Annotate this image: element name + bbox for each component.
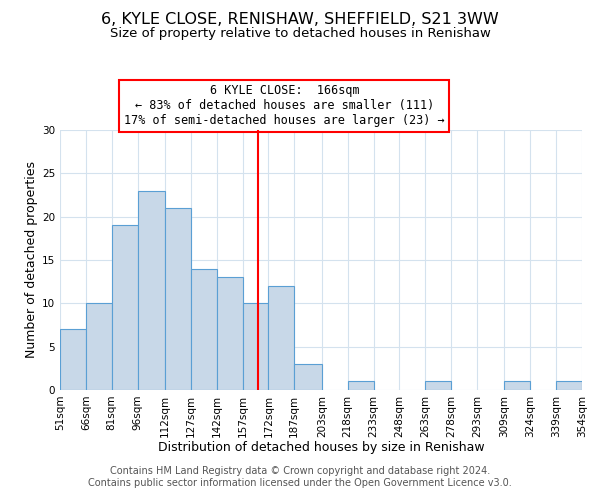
- Bar: [60, 330, 86, 390]
- Bar: [425, 382, 451, 390]
- Text: 6, KYLE CLOSE, RENISHAW, SHEFFIELD, S21 3WW: 6, KYLE CLOSE, RENISHAW, SHEFFIELD, S21 …: [101, 12, 499, 28]
- Bar: [268, 286, 294, 390]
- Bar: [86, 304, 112, 390]
- Text: Contains HM Land Registry data © Crown copyright and database right 2024.
Contai: Contains HM Land Registry data © Crown c…: [88, 466, 512, 487]
- Y-axis label: Number of detached properties: Number of detached properties: [25, 162, 38, 358]
- Bar: [217, 278, 242, 390]
- Text: 6 KYLE CLOSE:  166sqm
← 83% of detached houses are smaller (111)
17% of semi-det: 6 KYLE CLOSE: 166sqm ← 83% of detached h…: [124, 84, 445, 128]
- Text: Size of property relative to detached houses in Renishaw: Size of property relative to detached ho…: [110, 28, 490, 40]
- Bar: [191, 268, 217, 390]
- Bar: [165, 208, 191, 390]
- Bar: [242, 304, 268, 390]
- Bar: [137, 190, 165, 390]
- Bar: [294, 364, 322, 390]
- Bar: [112, 226, 137, 390]
- Bar: [505, 382, 530, 390]
- X-axis label: Distribution of detached houses by size in Renishaw: Distribution of detached houses by size …: [158, 441, 484, 454]
- Bar: [348, 382, 374, 390]
- Bar: [556, 382, 582, 390]
